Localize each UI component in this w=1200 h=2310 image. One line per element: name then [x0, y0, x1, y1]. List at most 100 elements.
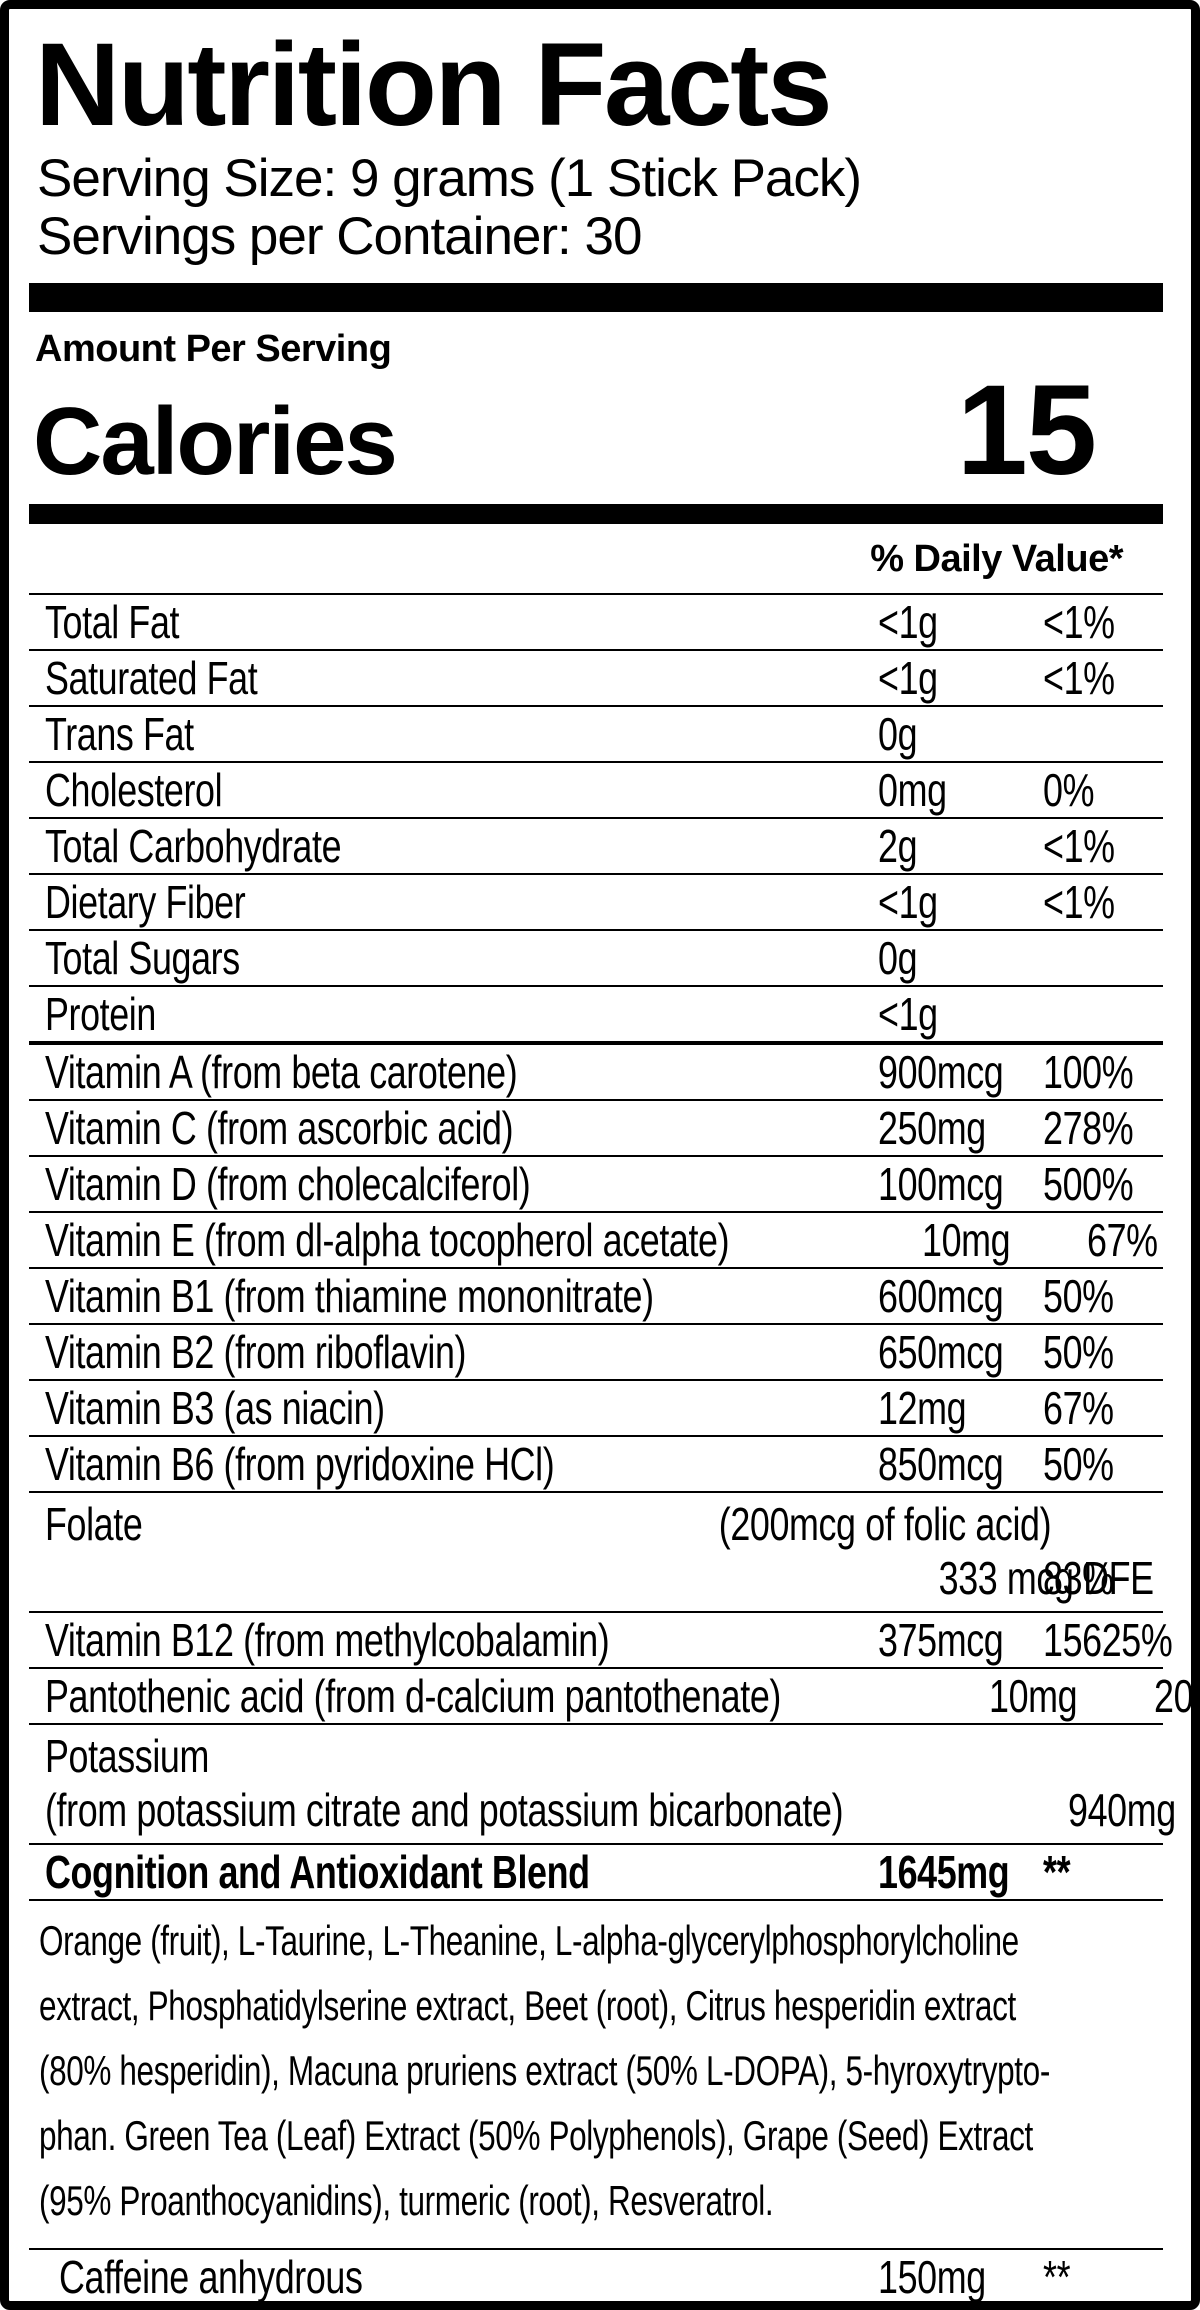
row-name: Total Fat	[45, 596, 180, 649]
table-row-vitamin-b6: Vitamin B6 (from pyridoxine HCl) 850mcg …	[29, 1435, 1163, 1491]
row-amount: 940mg	[1068, 1784, 1177, 1837]
row-amount: 250mg	[878, 1102, 986, 1155]
row-name: Protein	[45, 988, 156, 1041]
table-row-cognition-blend: Cognition and Antioxidant Blend 1645mg *…	[29, 1843, 1163, 1899]
calories-label: Calories	[33, 388, 398, 496]
table-row-caffeine: Caffeine anhydrous 150mg **	[29, 2248, 1163, 2304]
row-amount: 375mcg	[878, 1614, 1004, 1667]
row-amount: 650mcg	[878, 1326, 1004, 1379]
row-name: Vitamin B1 (from thiamine mononitrate)	[45, 1270, 654, 1323]
row-daily-value: 15625%	[1043, 1614, 1173, 1667]
calories-row: Calories 15	[29, 359, 1163, 503]
row-name: Vitamin B3 (as niacin)	[45, 1382, 385, 1435]
blend-description: Orange (fruit), L-Taurine, L-Theanine, L…	[29, 1899, 1163, 2248]
row-name: Vitamin A (from beta carotene)	[45, 1046, 518, 1099]
row-amount: 0g	[878, 932, 918, 985]
page-title: Nutrition Facts	[35, 19, 833, 151]
row-daily-value: <1%	[1043, 876, 1115, 929]
row-name: Vitamin D (from cholecalciferol)	[45, 1158, 531, 1211]
row-daily-value: 100%	[1043, 1046, 1134, 1099]
row-amount: <1g	[878, 988, 938, 1041]
table-row-pantothenic-acid: Pantothenic acid (from d-calcium pantoth…	[29, 1667, 1191, 1723]
row-amount: 100mcg	[878, 1158, 1004, 1211]
row-name: Vitamin C (from ascorbic acid)	[45, 1102, 514, 1155]
table-row-potassium: Potassium (from potassium citrate and po…	[29, 1723, 1176, 1843]
row-name: Vitamin B2 (from riboflavin)	[45, 1326, 467, 1379]
row-name: Folate	[45, 1498, 143, 1551]
row-name: Pantothenic acid (from d-calcium pantoth…	[45, 1670, 781, 1723]
row-amount: 0g	[878, 708, 918, 761]
row-daily-value: 0%	[1043, 764, 1095, 817]
row-name: Dietary Fiber	[45, 876, 246, 929]
row-amount: 10mg	[988, 1670, 1078, 1723]
calories-value: 15	[956, 359, 1097, 503]
row-amount: 2g	[878, 820, 918, 873]
table-row-vitamin-d: Vitamin D (from cholecalciferol) 100mcg …	[29, 1155, 1163, 1211]
row-daily-value: 50%	[1043, 1438, 1114, 1491]
row-amount: 333 mcg DFE	[938, 1552, 1154, 1605]
row-name: Vitamin B6 (from pyridoxine HCl)	[45, 1438, 555, 1491]
blend-description-line: phan. Green Tea (Leaf) Extract (50% Poly…	[39, 2112, 1033, 2160]
row-daily-value: <1%	[1043, 820, 1115, 873]
amount-per-serving-label: Amount Per Serving	[35, 328, 392, 371]
table-row-dietary-fiber: Dietary Fiber <1g <1%	[29, 873, 1163, 929]
row-daily-value: 50%	[1043, 1270, 1114, 1323]
row-daily-value: 67%	[1043, 1382, 1114, 1435]
row-amount: <1g	[878, 596, 938, 649]
table-row-vitamin-c: Vitamin C (from ascorbic acid) 250mg 278…	[29, 1099, 1163, 1155]
row-name: Vitamin E (from dl-alpha tocopherol acet…	[45, 1214, 730, 1267]
table-row-vitamin-a: Vitamin A (from beta carotene) 900mcg 10…	[29, 1041, 1163, 1099]
table-row-saturated-fat: Saturated Fat <1g <1%	[29, 649, 1163, 705]
row-name: Total Carbohydrate	[45, 820, 342, 873]
row-amount: <1g	[878, 876, 938, 929]
row-daily-value: <1%	[1043, 596, 1115, 649]
row-daily-value	[1033, 949, 1163, 967]
row-daily-value: 500%	[1043, 1158, 1134, 1211]
daily-value-header: % Daily Value*	[870, 538, 1123, 581]
row-name: Cholesterol	[45, 764, 223, 817]
table-row-vitamin-e: Vitamin E (from dl-alpha tocopherol acet…	[29, 1211, 1163, 1267]
row-name: Total Sugars	[45, 932, 240, 985]
table-row-protein: Protein <1g	[29, 985, 1163, 1041]
blend-description-line: Orange (fruit), L-Taurine, L-Theanine, L…	[39, 1917, 1019, 1965]
row-daily-value	[1033, 725, 1163, 743]
table-row-vitamin-b2: Vitamin B2 (from riboflavin) 650mcg 50%	[29, 1323, 1163, 1379]
row-daily-value: 278%	[1043, 1102, 1134, 1155]
servings-per-container-text: Servings per Container: 30	[37, 207, 642, 267]
table-row-folate: Folate (200mcg of folic acid) 333 mcg DF…	[29, 1491, 1163, 1611]
row-daily-value: **	[1043, 2251, 1071, 2304]
row-daily-value	[1033, 1005, 1163, 1023]
other-ingredients-section: Other Ingredients: Citric acid, natural …	[29, 2304, 1163, 2310]
row-name: Potassium	[45, 1730, 209, 1783]
blend-description-line: (95% Proanthocyanidins), turmeric (root)…	[39, 2177, 774, 2225]
divider-bar-calories	[29, 504, 1163, 525]
row-daily-value: **	[1043, 1846, 1071, 1899]
row-name: Caffeine anhydrous	[59, 2251, 363, 2304]
divider-bar-top	[29, 283, 1163, 313]
row-name: Saturated Fat	[45, 652, 258, 705]
row-name: Trans Fat	[45, 708, 194, 761]
row-amount: 850mcg	[878, 1438, 1004, 1491]
table-row-vitamin-b12: Vitamin B12 (from methylcobalamin) 375mc…	[29, 1611, 1173, 1667]
row-name: Vitamin B12 (from methylcobalamin)	[45, 1614, 610, 1667]
table-row-trans-fat: Trans Fat 0g	[29, 705, 1163, 761]
table-row-vitamin-b3: Vitamin B3 (as niacin) 12mg 67%	[29, 1379, 1163, 1435]
row-amount: 12mg	[878, 1382, 967, 1435]
row-daily-value: <1%	[1043, 652, 1115, 705]
row-amount: 10mg	[922, 1214, 1011, 1267]
table-row-total-carbohydrate: Total Carbohydrate 2g <1%	[29, 817, 1163, 873]
row-daily-value: 67%	[1087, 1214, 1158, 1267]
serving-size-text: Serving Size: 9 grams (1 Stick Pack)	[37, 149, 862, 209]
table-row-total-sugars: Total Sugars 0g	[29, 929, 1163, 985]
row-name: Cognition and Antioxidant Blend	[45, 1846, 590, 1899]
table-row-vitamin-b1: Vitamin B1 (from thiamine mononitrate) 6…	[29, 1267, 1163, 1323]
row-daily-value: 200%	[1153, 1670, 1193, 1723]
row-amount: 150mg	[878, 2251, 986, 2304]
blend-description-line: (80% hesperidin), Macuna pruriens extrac…	[39, 2047, 1050, 2095]
row-source: (from potassium citrate and potassium bi…	[45, 1784, 844, 1837]
table-row-cholesterol: Cholesterol 0mg 0%	[29, 761, 1163, 817]
row-amount: 1645mg	[878, 1846, 1010, 1899]
row-amount: 600mcg	[878, 1270, 1004, 1323]
row-amount: 900mcg	[878, 1046, 1004, 1099]
